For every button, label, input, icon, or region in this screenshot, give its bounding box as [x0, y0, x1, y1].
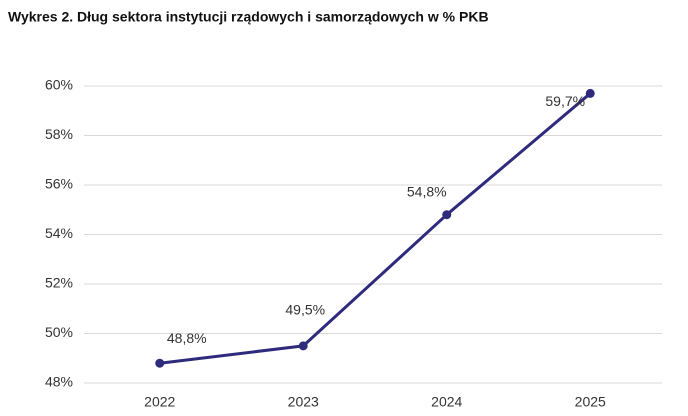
line [159, 92, 592, 365]
y-tick-label: 48% [45, 374, 73, 390]
point [585, 88, 595, 98]
point [442, 210, 452, 220]
data-label: 48,8% [167, 330, 207, 346]
x-tick-label: 2025 [575, 394, 606, 410]
y-tick-label: 54% [45, 225, 73, 241]
x-tick-label: 2022 [144, 394, 175, 410]
point [155, 358, 165, 368]
y-tick-label: 52% [45, 275, 73, 291]
data-label: 59,7% [545, 93, 585, 109]
data-label: 49,5% [285, 302, 325, 318]
y-tick-label: 56% [45, 176, 73, 192]
data-label: 54,8% [407, 183, 447, 199]
x-tick-label: 2023 [288, 394, 319, 410]
x-tick-label: 2024 [431, 394, 462, 410]
y-tick-label: 50% [45, 324, 73, 340]
y-tick-label: 58% [45, 126, 73, 142]
point [298, 341, 308, 351]
chart-title: Wykres 2. Dług sektora instytucji rządow… [8, 9, 489, 25]
y-tick-label: 60% [45, 77, 73, 93]
